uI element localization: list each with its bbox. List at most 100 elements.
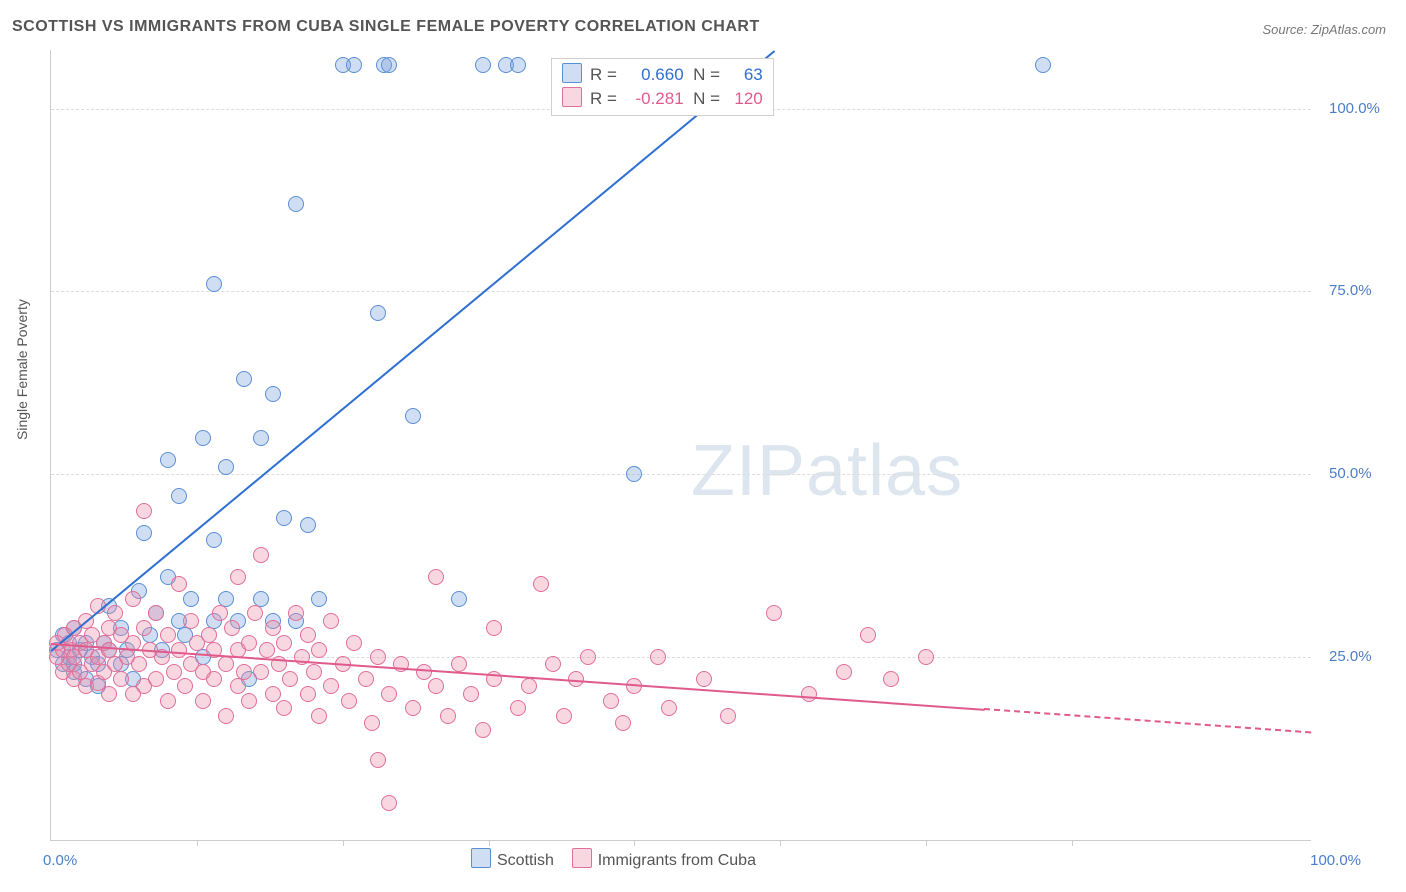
- data-point: [428, 678, 444, 694]
- data-point: [113, 620, 129, 636]
- x-tick: [197, 840, 198, 846]
- data-point: [510, 700, 526, 716]
- data-point: [276, 700, 292, 716]
- data-point: [148, 671, 164, 687]
- data-point: [276, 635, 292, 651]
- watermark: ZIPatlas: [691, 430, 963, 512]
- data-point: [498, 57, 514, 73]
- data-point: [323, 613, 339, 629]
- data-point: [101, 620, 117, 636]
- data-point: [160, 627, 176, 643]
- data-point: [171, 613, 187, 629]
- data-point: [101, 686, 117, 702]
- y-axis-label: Single Female Poverty: [14, 299, 30, 440]
- data-point: [300, 686, 316, 702]
- data-point: [253, 664, 269, 680]
- data-point: [615, 715, 631, 731]
- data-point: [370, 305, 386, 321]
- data-point: [171, 642, 187, 658]
- data-point: [381, 795, 397, 811]
- legend: Scottish Immigrants from Cuba: [471, 848, 774, 870]
- data-point: [358, 671, 374, 687]
- data-point: [241, 635, 257, 651]
- data-point: [533, 576, 549, 592]
- data-point: [510, 57, 526, 73]
- y-tick-label: 100.0%: [1329, 100, 1380, 117]
- gridline: [51, 474, 1311, 475]
- data-point: [96, 664, 112, 680]
- data-point: [66, 671, 82, 687]
- data-point: [212, 605, 228, 621]
- data-point: [766, 605, 782, 621]
- data-point: [253, 547, 269, 563]
- data-point: [247, 605, 263, 621]
- data-point: [90, 678, 106, 694]
- data-point: [195, 664, 211, 680]
- data-point: [475, 722, 491, 738]
- x-tick: [780, 840, 781, 846]
- data-point: [136, 678, 152, 694]
- data-point: [101, 642, 117, 658]
- data-point: [125, 671, 141, 687]
- stats-row: R = -0.281 N = 120: [562, 87, 763, 111]
- y-tick-label: 25.0%: [1329, 648, 1372, 665]
- y-tick-label: 75.0%: [1329, 282, 1372, 299]
- data-point: [521, 678, 537, 694]
- data-point: [288, 613, 304, 629]
- data-point: [300, 627, 316, 643]
- data-point: [218, 591, 234, 607]
- data-point: [55, 664, 71, 680]
- data-point: [66, 664, 82, 680]
- data-point: [370, 752, 386, 768]
- data-point: [206, 613, 222, 629]
- data-point: [166, 664, 182, 680]
- data-point: [177, 678, 193, 694]
- data-point: [311, 708, 327, 724]
- data-point: [300, 517, 316, 533]
- data-point: [282, 671, 298, 687]
- data-point: [545, 656, 561, 672]
- data-point: [160, 452, 176, 468]
- x-max-label: 100.0%: [1310, 852, 1361, 869]
- data-point: [206, 532, 222, 548]
- data-point: [860, 627, 876, 643]
- data-point: [236, 664, 252, 680]
- data-point: [306, 664, 322, 680]
- data-point: [230, 613, 246, 629]
- data-point: [253, 430, 269, 446]
- data-point: [346, 635, 362, 651]
- data-point: [259, 642, 275, 658]
- data-point: [171, 576, 187, 592]
- data-point: [84, 627, 100, 643]
- data-point: [696, 671, 712, 687]
- source-label: Source: ZipAtlas.com: [1262, 22, 1386, 37]
- data-point: [475, 57, 491, 73]
- scatter-plot: ZIPatlas 25.0%50.0%75.0%100.0%0.0%100.0%…: [50, 50, 1311, 841]
- data-point: [661, 700, 677, 716]
- data-point: [276, 510, 292, 526]
- x-tick: [489, 840, 490, 846]
- data-point: [206, 276, 222, 292]
- data-point: [883, 671, 899, 687]
- data-point: [311, 591, 327, 607]
- trend-line: [50, 50, 775, 651]
- data-point: [78, 671, 94, 687]
- data-point: [218, 708, 234, 724]
- data-point: [78, 678, 94, 694]
- data-point: [1035, 57, 1051, 73]
- data-point: [113, 656, 129, 672]
- data-point: [224, 620, 240, 636]
- data-point: [364, 715, 380, 731]
- data-point: [195, 430, 211, 446]
- data-point: [136, 525, 152, 541]
- data-point: [218, 459, 234, 475]
- data-point: [341, 693, 357, 709]
- data-point: [451, 591, 467, 607]
- data-point: [381, 57, 397, 73]
- data-point: [125, 686, 141, 702]
- x-min-label: 0.0%: [43, 852, 77, 869]
- data-point: [189, 635, 205, 651]
- data-point: [265, 613, 281, 629]
- data-point: [440, 708, 456, 724]
- data-point: [265, 686, 281, 702]
